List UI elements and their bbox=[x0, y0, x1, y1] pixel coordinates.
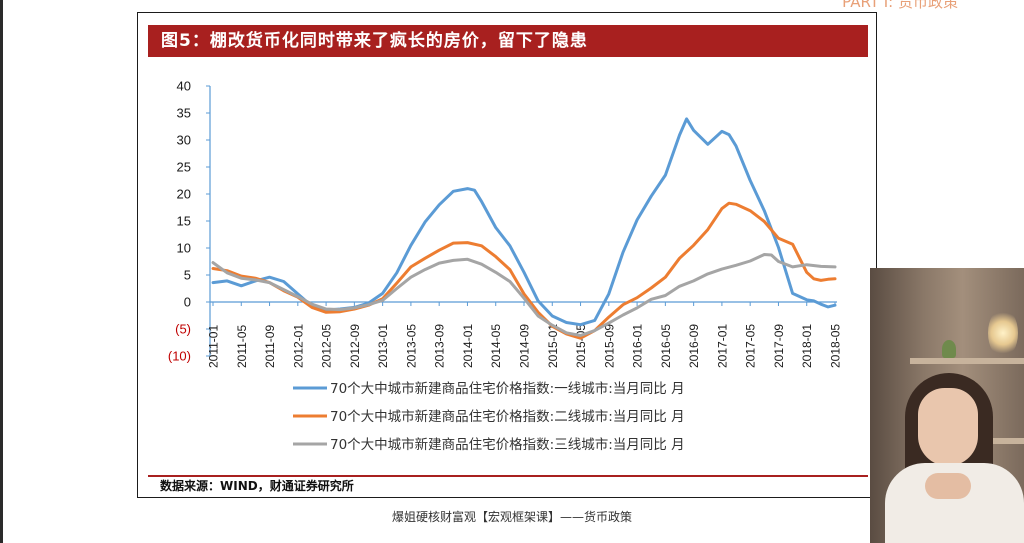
y-tick-label: (5) bbox=[175, 322, 191, 337]
y-tick-label: 15 bbox=[177, 214, 191, 229]
x-tick-label: 2015-01 bbox=[546, 324, 560, 368]
x-axis: 2011-01 2011-05 2011-09 2012-01 2012-05 2012-… bbox=[207, 301, 843, 368]
x-tick-label: 2014-05 bbox=[489, 324, 503, 368]
x-tick-label: 2012-05 bbox=[320, 324, 334, 368]
slide-title: 图5：棚改货币化同时带来了疯长的房价，留下了隐患 bbox=[148, 25, 868, 57]
x-tick-label: 2016-01 bbox=[631, 324, 645, 368]
legend: 70个大中城市新建商品住宅价格指数:一线城市:当月同比 月 70个大中城市新建商品… bbox=[293, 380, 685, 453]
x-tick-label: 2018-05 bbox=[829, 324, 843, 368]
video-caption: 爆姐硬核财富观【宏观框架课】——货币政策 bbox=[391, 510, 632, 524]
wall-lamp bbox=[988, 308, 1018, 358]
y-tick-label: 20 bbox=[177, 187, 191, 202]
window-left-edge bbox=[0, 0, 3, 543]
series-line-3 bbox=[211, 253, 837, 337]
x-tick-label: 2018-01 bbox=[800, 324, 814, 368]
presenter-webcam bbox=[870, 268, 1024, 543]
x-tick-label: 2013-01 bbox=[376, 324, 390, 368]
x-tick-label: 2011-09 bbox=[263, 325, 277, 368]
legend-label-2: 70个大中城市新建商品住宅价格指数:二线城市:当月同比 月 bbox=[330, 408, 685, 425]
y-tick-label: (10) bbox=[168, 349, 191, 364]
legend-label-1: 70个大中城市新建商品住宅价格指数:一线城市:当月同比 月 bbox=[330, 380, 685, 397]
x-tick-label: 2016-09 bbox=[687, 324, 701, 368]
y-tick-label: 25 bbox=[177, 160, 191, 175]
data-source: 数据来源：WIND，财通证券研究所 bbox=[160, 479, 354, 493]
series-lines bbox=[211, 117, 837, 340]
x-tick-label: 2013-09 bbox=[433, 324, 447, 368]
x-tick-label: 2014-01 bbox=[461, 324, 475, 368]
slide-frame: 图5：棚改货币化同时带来了疯长的房价，留下了隐患 数据来源：WIND，财通证券研… bbox=[137, 12, 877, 498]
wall-shelf bbox=[910, 358, 1024, 364]
corner-section-label: PART I: 货币政策 bbox=[842, 0, 958, 11]
x-tick-label: 2017-01 bbox=[715, 324, 729, 368]
x-tick-label: 2012-09 bbox=[348, 324, 362, 368]
y-axis: 40 35 30 25 20 15 10 5 0 (5) (10) bbox=[168, 79, 211, 364]
y-tick-label: 30 bbox=[177, 133, 191, 148]
y-tick-label: 40 bbox=[177, 79, 191, 94]
y-tick-label: 35 bbox=[177, 106, 191, 121]
x-tick-label: 2011-05 bbox=[235, 325, 249, 368]
x-tick-label: 2015-09 bbox=[602, 324, 616, 368]
source-divider bbox=[148, 475, 868, 477]
plant bbox=[942, 340, 956, 358]
x-tick-label: 2017-09 bbox=[772, 324, 786, 368]
x-tick-label: 2011-01 bbox=[207, 325, 221, 368]
y-tick-label: 5 bbox=[184, 268, 191, 283]
presenter-hand bbox=[925, 473, 971, 499]
x-tick-label: 2017-05 bbox=[744, 324, 758, 368]
x-tick-label: 2013-05 bbox=[404, 324, 418, 368]
x-tick-label: 2012-01 bbox=[291, 324, 305, 368]
x-tick-label: 2015-05 bbox=[574, 324, 588, 368]
x-tick-label: 2016-05 bbox=[659, 324, 673, 368]
legend-label-3: 70个大中城市新建商品住宅价格指数:三线城市:当月同比 月 bbox=[330, 436, 685, 453]
y-tick-label: 10 bbox=[177, 241, 191, 256]
y-tick-label: 0 bbox=[184, 295, 191, 310]
x-tick-label: 2014-09 bbox=[518, 324, 532, 368]
presenter-face bbox=[918, 388, 978, 466]
